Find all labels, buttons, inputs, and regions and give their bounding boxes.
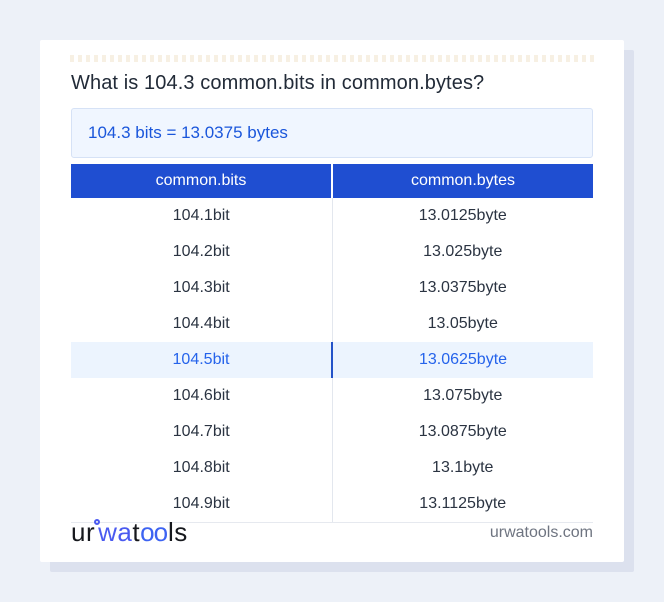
bits-value: 104.3bit bbox=[71, 270, 333, 306]
logo-text-ur: ur bbox=[71, 517, 96, 547]
table-body: 104.1bit 13.0125byte 104.2bit 13.025byte 104… bbox=[71, 198, 593, 523]
bits-value: 104.9bit bbox=[71, 486, 333, 522]
conversion-card: What is 104.3 common.bits in common.byte… bbox=[40, 40, 624, 562]
bits-value: 104.2bit bbox=[71, 234, 333, 270]
table-row[interactable]: 104.5bit 13.0625byte bbox=[71, 342, 593, 378]
table-row[interactable]: 104.9bit 13.1125byte bbox=[71, 486, 593, 522]
bytes-value: 13.0125byte bbox=[418, 207, 507, 224]
bits-value: 104.6bit bbox=[71, 378, 333, 414]
logo-text-wa: wa bbox=[98, 517, 133, 547]
table-row[interactable]: 104.4bit 13.05byte bbox=[71, 306, 593, 342]
bits-value: 104.1bit bbox=[71, 198, 333, 234]
table-row[interactable]: 104.1bit 13.0125byte bbox=[71, 198, 593, 234]
conversion-result-text: 104.3 bits = 13.0375 bytes bbox=[88, 123, 288, 142]
bytes-value: 13.0375byte bbox=[418, 279, 507, 296]
bytes-value: 13.075byte bbox=[423, 387, 503, 404]
table-header-bytes: common.bytes bbox=[331, 164, 593, 198]
bytes-value: 13.05byte bbox=[427, 315, 498, 332]
bits-value: 104.5bit bbox=[71, 342, 333, 378]
table-row[interactable]: 104.6bit 13.075byte bbox=[71, 378, 593, 414]
bytes-value: 13.1byte bbox=[432, 459, 494, 476]
page-title: What is 104.3 common.bits in common.byte… bbox=[71, 72, 485, 94]
bits-value: 104.8bit bbox=[71, 450, 333, 486]
card-top-texture bbox=[70, 55, 594, 62]
logo-text-t: t bbox=[132, 517, 141, 547]
bits-value: 104.4bit bbox=[71, 306, 333, 342]
bytes-value: 13.1125byte bbox=[419, 495, 507, 512]
conversion-table: common.bits common.bytes 104.1bit 13.0125… bbox=[71, 164, 593, 523]
table-row[interactable]: 104.8bit 13.1byte bbox=[71, 450, 593, 486]
logo-text-oo: oo bbox=[140, 517, 168, 547]
conversion-result-box: 104.3 bits = 13.0375 bytes bbox=[71, 108, 593, 158]
site-domain: urwatools.com bbox=[489, 523, 593, 541]
card-footer: ur wa t oo ls urwatools.com bbox=[71, 516, 593, 549]
table-row[interactable]: 104.2bit 13.025byte bbox=[71, 234, 593, 270]
bits-value: 104.7bit bbox=[71, 414, 333, 450]
table-header-bits: common.bits bbox=[155, 172, 247, 189]
table-row[interactable]: 104.3bit 13.0375byte bbox=[71, 270, 593, 306]
table-header-row: common.bits common.bytes bbox=[71, 164, 593, 198]
urwatools-logo[interactable]: ur wa t oo ls bbox=[71, 517, 188, 548]
table-row[interactable]: 104.7bit 13.0875byte bbox=[71, 414, 593, 450]
bytes-value: 13.0625byte bbox=[418, 351, 508, 368]
logo-ring-icon bbox=[94, 519, 101, 525]
logo-text-ls: ls bbox=[168, 517, 188, 547]
bytes-value: 13.025byte bbox=[423, 243, 503, 260]
bytes-value: 13.0875byte bbox=[418, 423, 507, 440]
